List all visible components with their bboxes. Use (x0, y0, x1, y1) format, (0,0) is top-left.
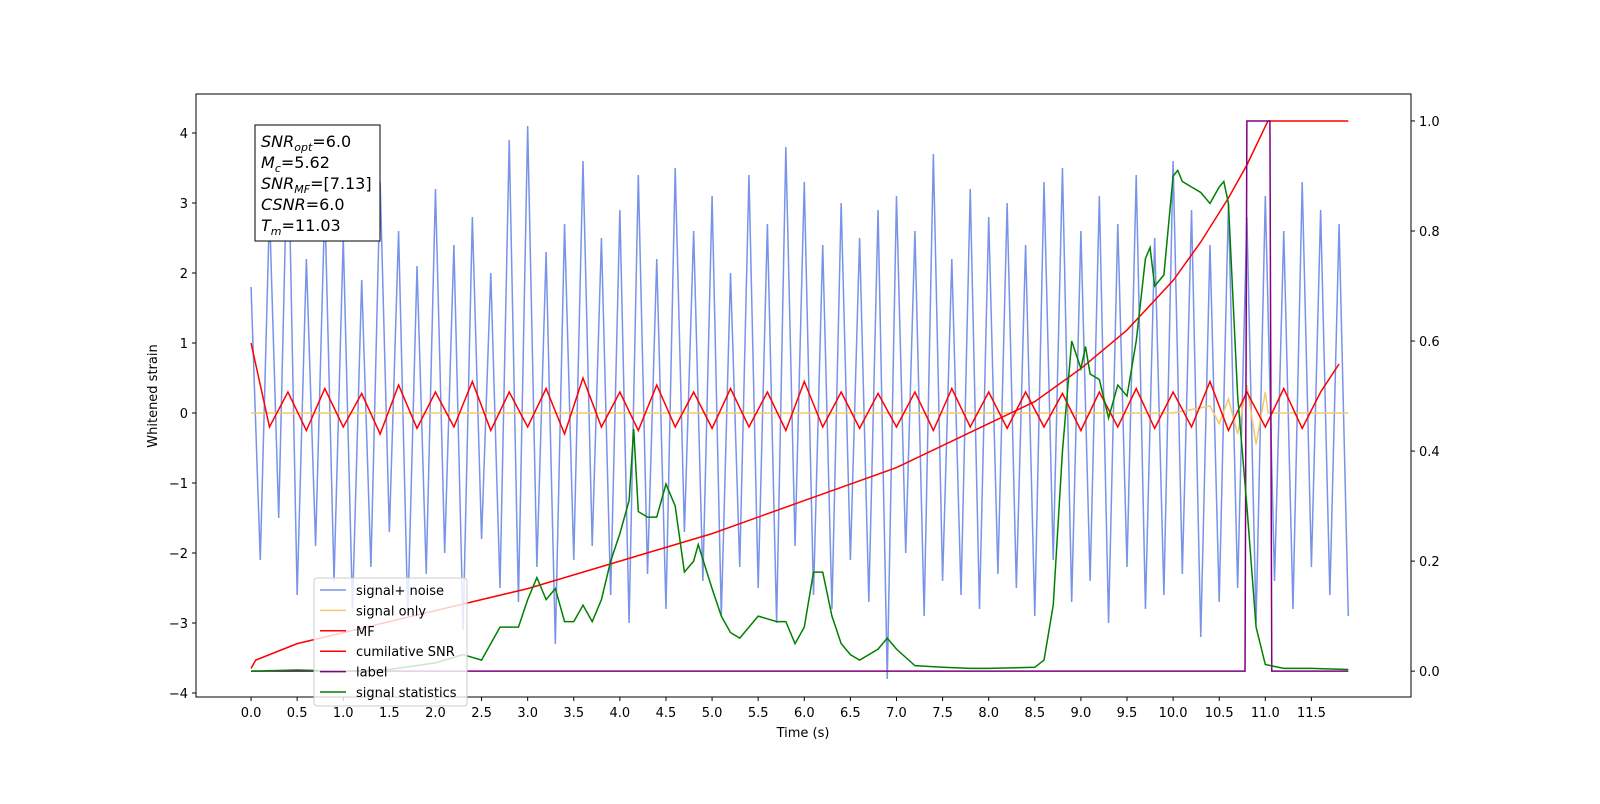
x-tick-label: 3.0 (517, 706, 538, 721)
legend-label: label (356, 666, 387, 681)
y-tick-label: −3 (169, 617, 188, 632)
y2-tick-label: 0.0 (1419, 665, 1440, 680)
legend-label: MF (356, 625, 375, 640)
annotation-value: =6.0 (312, 132, 351, 151)
y-axis-label: Whitened strain (146, 344, 161, 447)
x-tick-label: 11.0 (1251, 706, 1280, 721)
y-tick-label: 1 (180, 337, 188, 352)
x-tick-label: 2.5 (471, 706, 492, 721)
legend-label: signal+ noise (356, 584, 444, 599)
x-tick-label: 5.5 (748, 706, 769, 721)
annotation-value: =5.62 (281, 153, 330, 172)
annotation: CSNR=6.0 (261, 195, 345, 214)
annotation-name: T (261, 216, 272, 235)
annotation: SNRopt=6.0 (261, 132, 351, 154)
series-line (251, 169, 1349, 672)
x-tick-label: 2.0 (425, 706, 446, 721)
y-tick-label: −2 (169, 547, 188, 562)
annotation: SNRMF=[7.13] (261, 174, 372, 196)
annotation-value: =[7.13] (310, 174, 372, 193)
x-tick-label: 6.0 (794, 706, 815, 721)
annotation-box: SNRopt=6.0Mc=5.62SNRMF=[7.13]CSNR=6.0Tm=… (254, 124, 381, 242)
x-tick-label: 10.0 (1159, 706, 1188, 721)
x-tick-label: 8.5 (1024, 706, 1045, 721)
annotation-name: SNR (261, 174, 294, 193)
x-tick-label: 7.0 (886, 706, 907, 721)
legend-frame (313, 577, 468, 707)
annotation: Tm=11.03 (261, 216, 341, 238)
y-tick-label: −1 (169, 477, 188, 492)
legend: signal+ noise signal only MF cumilative SNR… (313, 577, 468, 707)
annotation-frame (254, 124, 381, 242)
x-tick-label: 3.5 (563, 706, 584, 721)
legend-label: signal only (356, 604, 426, 619)
series-line (251, 120, 1349, 672)
annotation-value: =6.0 (306, 195, 345, 214)
annotation-name: SNR (261, 132, 294, 151)
x-tick-label: 10.5 (1205, 706, 1234, 721)
annotation-name: CSNR (261, 195, 306, 214)
y-tick-label: 4 (180, 127, 188, 142)
y2-tick-label: 0.8 (1419, 225, 1440, 240)
x-tick-label: 8.0 (978, 706, 999, 721)
y2-tick-label: 0.2 (1419, 555, 1440, 570)
x-tick-label: 4.0 (610, 706, 631, 721)
annotation-sub: c (275, 162, 281, 175)
x-tick-label: 11.5 (1297, 706, 1326, 721)
annotation: Mc=5.62 (261, 153, 330, 175)
y2-tick-label: 0.6 (1419, 335, 1440, 350)
annotation-sub: m (271, 225, 282, 238)
x-tick-label: 9.0 (1071, 706, 1092, 721)
x-tick-label: 1.5 (379, 706, 400, 721)
x-tick-label: 5.0 (702, 706, 723, 721)
x-tick-label: 0.5 (287, 706, 308, 721)
x-tick-label: 9.5 (1117, 706, 1138, 721)
x-tick-label: 7.5 (932, 706, 953, 721)
y2-tick-label: 1.0 (1419, 115, 1440, 130)
y-tick-label: −4 (169, 687, 188, 702)
y2-tick-label: 0.4 (1419, 445, 1440, 460)
x-axis-label: Time (s) (776, 726, 830, 741)
x-tick-label: 1.0 (333, 706, 354, 721)
plot-frame (195, 93, 1412, 698)
annotation-sub: opt (294, 141, 313, 154)
series-line (250, 342, 1340, 437)
series-line (251, 384, 1349, 445)
annotation-value: =11.03 (282, 216, 341, 235)
y-tick-label: 2 (180, 267, 188, 282)
y-tick-label: 0 (180, 407, 188, 422)
x-tick-label: 6.5 (840, 706, 861, 721)
series-line (250, 125, 1350, 680)
y-tick-label: 3 (180, 197, 188, 212)
annotation-name: M (261, 153, 275, 172)
annotation-sub: MF (294, 183, 310, 196)
legend-label: cumilative SNR (356, 645, 455, 660)
legend-label: signal statistics (356, 686, 457, 701)
x-tick-label: 0.0 (241, 706, 262, 721)
x-tick-label: 4.5 (656, 706, 677, 721)
